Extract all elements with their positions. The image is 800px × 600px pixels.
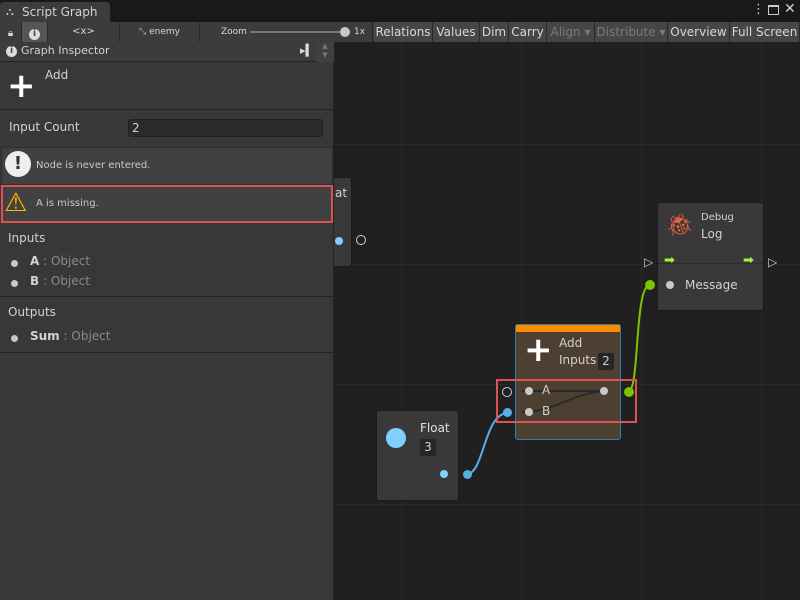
zoom-value: 1x: [354, 27, 366, 37]
dim-button[interactable]: Dim: [480, 22, 509, 42]
add-node-header-bar: [516, 325, 620, 332]
input-a-dot: [11, 260, 18, 267]
bug-icon: 🐞︎: [666, 213, 694, 238]
output-sum: Sum : Object: [30, 329, 111, 343]
input-a: A : Object: [30, 254, 91, 268]
info-toggle-button[interactable]: i: [22, 22, 48, 42]
graph-canvas[interactable]: at Float 3 + Add Inputs 2 A B 🐞︎ Debug L…: [334, 42, 800, 600]
input-count-field[interactable]: 2: [128, 119, 323, 137]
port-a[interactable]: [525, 387, 533, 395]
input-port[interactable]: [356, 235, 366, 245]
divider: [0, 352, 334, 353]
input-count-label: Input Count: [9, 120, 80, 134]
float-value-field[interactable]: 3: [420, 439, 436, 456]
add-node-title: Add: [559, 336, 583, 350]
float-node-title: Float: [420, 421, 450, 435]
lock-icon: 🔒︎: [7, 28, 14, 39]
input-b: B : Object: [30, 274, 90, 288]
add-node[interactable]: + Add Inputs 2 A B: [515, 324, 621, 440]
dock-icon[interactable]: ▸▍: [300, 44, 314, 57]
info-bubble-icon: !: [5, 151, 31, 177]
zoom-control: Zoom 1x: [200, 22, 373, 42]
add-inputs-field[interactable]: 2: [598, 353, 614, 370]
graph-breadcrumb[interactable]: ⤡ enemy: [120, 22, 200, 42]
add-inputs-label: Inputs: [559, 353, 597, 367]
inputs-header: Inputs: [8, 231, 46, 245]
graph-inspector: i Graph Inspector ▸▍ ▲ ▼ + Add Input Coun…: [0, 42, 334, 600]
add-icon: +: [524, 330, 553, 370]
info-message-text: Node is never entered.: [36, 160, 151, 171]
tab-script-graph[interactable]: ⛬ Script Graph: [0, 2, 110, 22]
lock-button[interactable]: 🔒︎: [0, 22, 22, 42]
message-port[interactable]: [666, 281, 674, 289]
debug-category: Debug: [701, 212, 734, 223]
zoom-label: Zoom: [221, 27, 247, 37]
maximize-icon[interactable]: [768, 5, 779, 15]
align-dropdown[interactable]: Align ▾: [547, 22, 595, 42]
tab-title: Script Graph: [22, 5, 98, 19]
flow-input-triangle-icon[interactable]: ▷: [644, 255, 654, 269]
zoom-slider[interactable]: [250, 31, 345, 33]
distribute-dropdown[interactable]: Distribute ▾: [595, 22, 668, 42]
warning-icon: ⚠: [4, 188, 28, 218]
sum-output-port[interactable]: [600, 387, 608, 395]
values-button[interactable]: Values: [433, 22, 480, 42]
message-label: Message: [685, 278, 738, 292]
float-edge-end: [463, 470, 472, 479]
scroll-arrows[interactable]: ▲ ▼: [316, 42, 334, 62]
zoom-slider-handle[interactable]: [340, 27, 350, 37]
flow-in-arrow-icon[interactable]: ➡: [664, 253, 675, 268]
carry-button[interactable]: Carry: [509, 22, 547, 42]
partial-float-node[interactable]: at: [334, 177, 352, 267]
toolbar: 🔒︎ i <x> ⤡ enemy Zoom 1x Relations Value…: [0, 22, 800, 42]
float-edge: [466, 412, 509, 475]
float-icon: [386, 428, 406, 448]
graph-icon: ⤡: [139, 27, 147, 37]
warning-message: ⚠ A is missing.: [1, 185, 333, 223]
outputs-header: Outputs: [8, 305, 56, 319]
sum-connector[interactable]: [624, 387, 634, 397]
flow-out-arrow-icon[interactable]: ➡: [743, 253, 754, 268]
float-node[interactable]: Float 3: [376, 410, 459, 501]
port-b[interactable]: [525, 408, 533, 416]
hierarchy-icon: ⛬: [6, 5, 14, 18]
port-a-label: A: [542, 383, 551, 397]
full-screen-button[interactable]: Full Screen: [730, 22, 800, 42]
inspector-header: i Graph Inspector ▸▍ ▲ ▼: [0, 42, 334, 62]
flow-output-triangle-icon[interactable]: ▷: [768, 255, 778, 269]
debug-node-title: Log: [701, 227, 723, 241]
overview-button[interactable]: Overview: [668, 22, 730, 42]
sum-edge: [627, 284, 651, 393]
node-header: + Add: [0, 62, 334, 110]
output-port[interactable]: [335, 237, 343, 245]
output-sum-dot: [11, 335, 18, 342]
relations-button[interactable]: Relations: [374, 22, 433, 42]
graph-name: enemy: [149, 27, 180, 37]
partial-node-title: at: [335, 186, 348, 200]
message-connector[interactable]: [645, 280, 655, 290]
info-message: ! Node is never entered.: [1, 147, 333, 185]
close-icon[interactable]: ✕: [784, 1, 796, 17]
divider: [0, 296, 334, 297]
warning-message-text: A is missing.: [36, 198, 99, 209]
b-input-connector[interactable]: [503, 408, 512, 417]
input-b-dot: [11, 280, 18, 287]
debug-log-node[interactable]: 🐞︎ Debug Log ➡ ➡ Message: [657, 202, 764, 311]
node-title: Add: [45, 68, 69, 82]
add-icon: +: [7, 66, 36, 106]
float-output-port[interactable]: [440, 470, 448, 478]
more-menu-icon[interactable]: ⋮: [752, 2, 765, 17]
port-b-label: B: [542, 404, 551, 418]
edges: [466, 284, 651, 475]
inspector-title: Graph Inspector: [21, 44, 110, 57]
code-button[interactable]: <x>: [48, 22, 120, 42]
a-input-connector[interactable]: [502, 387, 512, 397]
tab-bar: ⛬ Script Graph ⋮ ✕: [0, 0, 800, 22]
info-icon: i: [29, 29, 40, 40]
highlight-box: [496, 379, 637, 423]
info-icon: i: [6, 46, 17, 57]
